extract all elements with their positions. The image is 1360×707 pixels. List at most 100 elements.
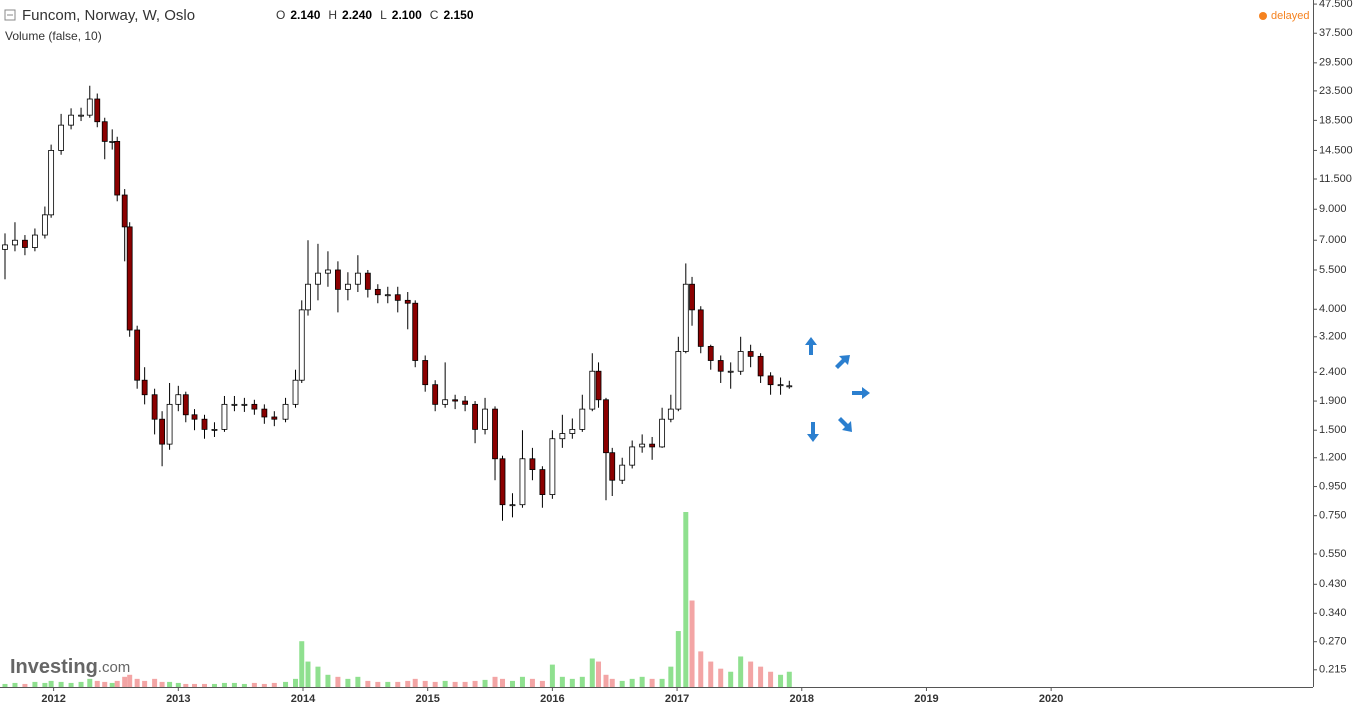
candle-body <box>182 394 189 416</box>
y-tick-label: 14.500 <box>1319 144 1353 156</box>
y-tick-label: 18.500 <box>1319 114 1353 126</box>
candle-body <box>151 394 158 420</box>
candle-body <box>682 283 689 352</box>
candle-body <box>191 414 198 420</box>
x-tick-label: 2017 <box>665 693 689 705</box>
candle-body <box>472 403 478 430</box>
volume-bar <box>175 682 181 687</box>
candle-body <box>717 360 724 372</box>
candle-body <box>649 443 656 448</box>
volume-bar <box>299 641 305 687</box>
volume-bar <box>589 658 595 687</box>
candle-body <box>325 269 331 274</box>
volume-bar <box>87 678 93 687</box>
volume-bar <box>539 680 545 687</box>
volume-bar <box>114 680 120 687</box>
volume-bar <box>78 681 84 687</box>
volume-bar <box>683 512 689 687</box>
candle-body <box>777 384 784 387</box>
candle-body <box>529 458 536 470</box>
candle-body <box>659 418 666 448</box>
y-tick-label: 0.215 <box>1319 664 1347 676</box>
volume-bar <box>183 683 189 687</box>
y-tick-label: 9.000 <box>1319 203 1347 215</box>
volume-bar <box>42 682 48 687</box>
candle-body <box>707 345 714 361</box>
candle-body <box>675 351 682 410</box>
volume-bar <box>102 681 108 687</box>
y-tick-label: 7.000 <box>1319 234 1347 246</box>
volume-bar <box>462 681 468 687</box>
volume-bar <box>492 676 498 687</box>
volume-bar <box>639 676 645 687</box>
x-tick-label: 2013 <box>166 693 190 705</box>
candle-body <box>121 194 128 228</box>
volume-bar <box>718 668 724 687</box>
volume-bar <box>305 661 311 687</box>
y-tick-label: 23.500 <box>1319 85 1353 97</box>
volume-bar <box>778 674 784 687</box>
candle-body <box>374 288 381 296</box>
ohlc-value: 2.100 <box>392 8 422 22</box>
x-tick-label: 2014 <box>291 693 316 705</box>
candle-body <box>747 351 754 357</box>
candle-body <box>639 443 646 448</box>
candle-body <box>251 403 258 410</box>
candle-body <box>221 403 228 430</box>
volume-bar <box>579 676 585 687</box>
volume-bar <box>94 680 100 687</box>
volume-bar <box>315 666 321 687</box>
volume-bar <box>355 676 361 687</box>
candle-body <box>94 98 101 123</box>
candle-body <box>141 379 148 396</box>
status: delayed <box>1271 10 1310 22</box>
y-tick-label: 3.200 <box>1319 331 1347 343</box>
candle-body <box>261 408 268 418</box>
ohlc-key: C <box>430 8 439 22</box>
arrow-up-right <box>835 355 850 369</box>
volume-bar <box>58 681 64 687</box>
y-tick-label: 37.500 <box>1319 27 1353 39</box>
candle-body <box>412 302 419 361</box>
arrow-down-right <box>838 417 852 432</box>
candle-body <box>354 272 361 285</box>
candle-body <box>767 375 774 386</box>
volume-bar <box>12 682 18 687</box>
volume-bar <box>241 683 247 687</box>
volume-bar <box>68 682 74 687</box>
volume-bar <box>335 676 341 687</box>
watermark-suffix: .com <box>98 659 131 676</box>
candle-body <box>32 234 38 248</box>
volume-label: Volume (false, 10) <box>5 29 102 43</box>
volume-bar <box>293 678 299 687</box>
volume-bar <box>395 681 401 687</box>
candle-body <box>422 360 429 386</box>
candle-body <box>697 309 704 347</box>
collapse-box[interactable] <box>4 9 16 21</box>
volume-bar <box>22 683 28 687</box>
status-dot <box>1259 12 1267 20</box>
volume-bar <box>559 676 565 687</box>
candle-body <box>126 226 133 331</box>
volume-bar <box>442 680 448 687</box>
candle-body <box>41 214 48 236</box>
candle-body <box>241 403 248 406</box>
ohlc-value: 2.140 <box>290 8 320 22</box>
volume-bar <box>529 678 535 687</box>
arrow-up <box>805 337 817 355</box>
ohlc-key: H <box>328 8 337 22</box>
candle-body <box>589 370 596 410</box>
candle-body <box>727 370 734 373</box>
y-tick-label: 29.500 <box>1319 57 1353 69</box>
candle-body <box>166 403 173 445</box>
volume-bar <box>422 680 428 687</box>
candle-body <box>559 433 566 440</box>
y-tick-label: 0.750 <box>1319 510 1347 522</box>
volume-bar <box>48 680 54 687</box>
candle-body <box>384 294 391 297</box>
volume-bar <box>768 671 774 687</box>
volume-bar <box>472 680 478 687</box>
volume-bar <box>365 680 371 687</box>
volume-bar <box>708 661 714 687</box>
ohlc-key: L <box>380 8 387 22</box>
